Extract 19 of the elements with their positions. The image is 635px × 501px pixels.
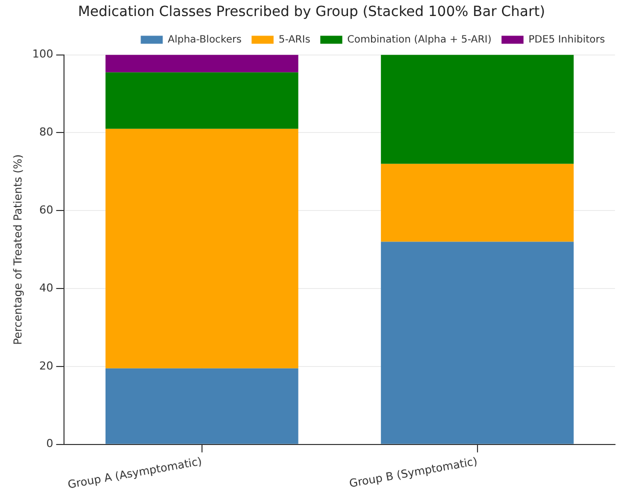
legend-label: 5-ARIs bbox=[278, 34, 310, 46]
y-tick-label: 40 bbox=[39, 281, 54, 294]
chart-title: Medication Classes Prescribed by Group (Stacked 100% Bar Chart) bbox=[78, 4, 546, 20]
bar bbox=[106, 54, 298, 72]
y-tick-label: 60 bbox=[39, 203, 54, 216]
bar bbox=[380, 54, 574, 164]
legend-label: Alpha-Blockers bbox=[168, 34, 242, 46]
bar bbox=[106, 128, 298, 368]
y-axis-title: Percentage of Treated Patients (%) bbox=[11, 154, 24, 345]
y-tick-label: 80 bbox=[39, 126, 54, 139]
legend-label: Combination (Alpha + 5-ARI) bbox=[347, 34, 492, 46]
legend-label: PDE5 Inhibitors bbox=[528, 34, 606, 46]
y-tick-label: 20 bbox=[39, 359, 54, 372]
bar bbox=[380, 164, 574, 242]
bar bbox=[106, 72, 298, 129]
y-tick-label: 0 bbox=[46, 437, 54, 450]
bar bbox=[106, 368, 298, 444]
bar bbox=[380, 242, 574, 444]
y-tick-label: 100 bbox=[32, 48, 54, 61]
